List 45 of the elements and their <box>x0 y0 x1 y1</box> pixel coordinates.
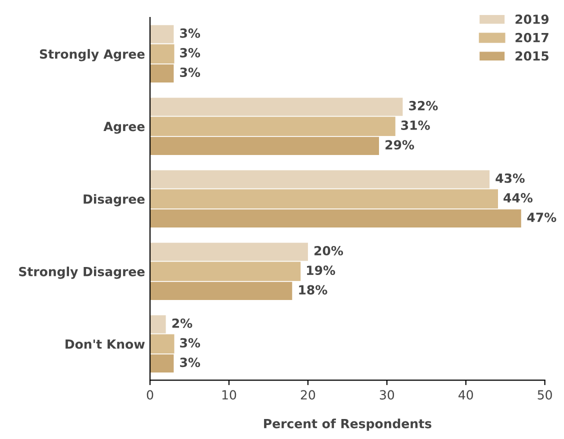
data-label: 3% <box>180 338 200 348</box>
data-label: 29% <box>386 140 414 150</box>
y-tick-label: Don't Know <box>66 340 145 349</box>
bar <box>150 315 166 334</box>
x-tick-label: 30 <box>380 390 394 400</box>
bar <box>150 282 292 300</box>
data-label: 44% <box>504 193 533 202</box>
y-tick-label: Strongly Disagree <box>19 266 145 279</box>
bar <box>150 354 174 373</box>
bar <box>150 189 498 208</box>
bar <box>150 242 308 261</box>
bar <box>150 25 174 44</box>
x-tick-label: 40 <box>458 390 473 400</box>
bar <box>150 136 380 155</box>
data-label: 20% <box>314 246 344 256</box>
bar <box>150 98 403 116</box>
data-label: 32% <box>409 100 438 110</box>
bar <box>150 170 490 188</box>
x-tick-label: 20 <box>300 390 316 400</box>
bar <box>150 209 522 228</box>
bar <box>150 116 396 136</box>
data-label: 43% <box>496 173 525 183</box>
data-label: 3% <box>180 48 200 58</box>
x-tick-label: 50 <box>538 390 552 400</box>
y-tick-label: Disagree <box>84 194 145 206</box>
x-tick-label: 0 <box>146 390 154 400</box>
data-label: 47% <box>527 212 556 222</box>
data-label: 3% <box>180 68 200 78</box>
bar <box>150 44 174 64</box>
bar <box>150 334 174 354</box>
y-tick-label: Strongly Agree <box>40 49 145 62</box>
bar <box>150 262 301 282</box>
bar <box>150 64 174 82</box>
y-tick-label: Agree <box>103 122 145 134</box>
legend-label: 2015 <box>516 51 548 61</box>
data-label: 2% <box>172 318 192 328</box>
data-label: 3% <box>180 28 200 38</box>
data-label: 3% <box>180 358 200 368</box>
legend-label: 2019 <box>516 14 549 24</box>
x-tick-label: 10 <box>222 390 236 400</box>
x-axis-title: Percent of Respondents <box>264 418 432 431</box>
legend-label: 2017 <box>516 32 548 42</box>
data-label: 19% <box>307 266 336 276</box>
data-label: 31% <box>401 120 430 130</box>
data-label: 18% <box>299 285 328 295</box>
